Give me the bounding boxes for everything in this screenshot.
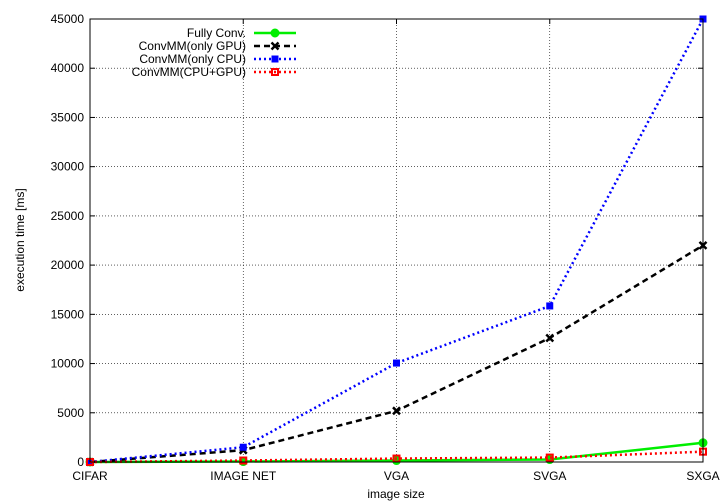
x-axis: CIFAR IMAGE NET VGA SVGA SXGA bbox=[72, 19, 720, 483]
data-point bbox=[545, 333, 555, 343]
y-tick-label: 15000 bbox=[51, 307, 85, 321]
data-point bbox=[271, 55, 279, 63]
x-tick-label: SXGA bbox=[686, 469, 719, 483]
series-layer bbox=[85, 15, 708, 467]
series-line bbox=[89, 450, 704, 464]
data-point bbox=[239, 443, 247, 451]
plot-frame bbox=[89, 18, 704, 463]
legend-label: ConvMM(CPU+GPU) bbox=[132, 65, 246, 79]
y-tick-label: 0 bbox=[77, 455, 84, 469]
data-point bbox=[393, 359, 400, 367]
y-axis: 0 5000 10000 15000 20000 25000 30000 35000 40000… bbox=[51, 12, 703, 469]
x-axis-title: image size bbox=[367, 487, 425, 501]
legend-label: ConvMM(only GPU) bbox=[139, 39, 246, 53]
data-point bbox=[545, 453, 554, 462]
y-tick-label: 25000 bbox=[51, 209, 85, 223]
y-tick-label: 35000 bbox=[51, 110, 85, 124]
legend-label: Fully Conv. bbox=[187, 26, 246, 40]
x-tick-label: SVGA bbox=[533, 469, 566, 483]
series-line bbox=[89, 18, 705, 464]
y-tick-label: 40000 bbox=[51, 61, 85, 75]
y-tick-label: 45000 bbox=[51, 12, 85, 26]
data-point bbox=[271, 68, 279, 76]
y-axis-title: execution time [ms] bbox=[13, 188, 27, 291]
x-tick-label: CIFAR bbox=[72, 469, 108, 483]
y-tick-label: 10000 bbox=[51, 357, 85, 371]
x-tick-label: IMAGE NET bbox=[210, 469, 277, 483]
legend: Fully Conv.ConvMM(only GPU)ConvMM(only C… bbox=[132, 26, 296, 79]
y-tick-label: 30000 bbox=[51, 160, 85, 174]
data-point bbox=[239, 456, 248, 465]
data-point bbox=[546, 302, 554, 310]
data-point bbox=[270, 28, 280, 38]
grid bbox=[90, 19, 703, 462]
series-1 bbox=[85, 241, 708, 467]
legend-label: ConvMM(only CPU) bbox=[139, 52, 246, 66]
data-point bbox=[392, 406, 401, 416]
data-point bbox=[270, 41, 280, 51]
y-tick-label: 20000 bbox=[51, 258, 85, 272]
y-tick-label: 5000 bbox=[57, 406, 84, 420]
x-tick-label: VGA bbox=[384, 469, 409, 483]
